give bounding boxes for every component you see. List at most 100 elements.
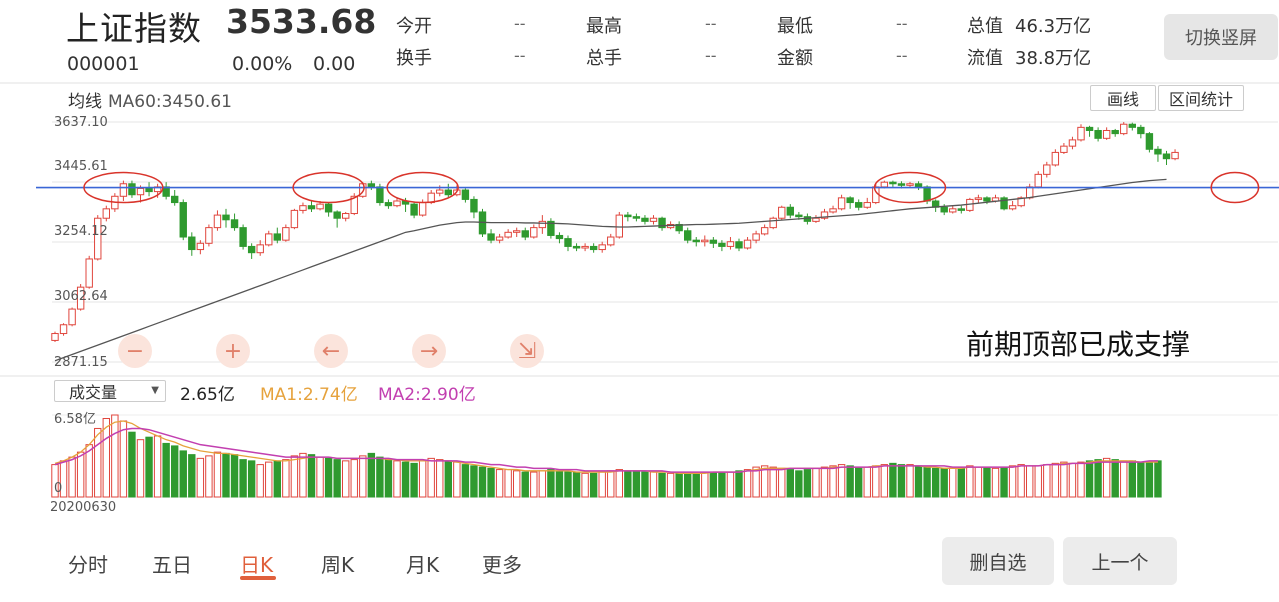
volume-bar-up	[666, 472, 675, 498]
volume-bar-down	[589, 472, 598, 498]
candle-down	[324, 203, 333, 213]
candle-up	[863, 202, 871, 208]
volume-indicator-select[interactable]: 成交量 ▼	[54, 380, 166, 402]
candle-up	[769, 217, 777, 229]
start-date: 20200630	[50, 500, 117, 515]
price-axis-label: 2871.15	[54, 355, 108, 370]
volume-bar-down	[1000, 466, 1008, 498]
open-value: --	[514, 14, 526, 33]
candle-up	[256, 244, 264, 254]
remove-watchlist-button[interactable]: 删自选	[942, 537, 1054, 585]
tab-monthly-k[interactable]: 月K	[406, 553, 440, 577]
volume-bar-up	[1120, 460, 1128, 498]
index-price: 3533.68	[226, 2, 377, 41]
volume-ma1: MA1:2.74亿	[260, 385, 358, 405]
volume-bar-down	[1085, 460, 1094, 498]
volume-bar-down	[461, 464, 470, 498]
volume-ma2: MA2:2.90亿	[378, 385, 476, 405]
volume-bar-up	[299, 452, 307, 498]
zoom-in-icon[interactable]: +	[216, 334, 250, 368]
ma-indicator-row: 均线 MA60:3450.61	[68, 87, 232, 112]
interval-stats-button[interactable]: 区间统计	[1158, 85, 1244, 111]
candle-down	[547, 220, 555, 236]
tab-intraday[interactable]: 分时	[68, 553, 108, 577]
volume-bar-up	[256, 464, 264, 498]
candle-up	[1120, 123, 1128, 135]
total-hands-label: 总手	[586, 48, 622, 69]
volume-bar-up	[991, 467, 1000, 498]
candle-down	[1137, 126, 1145, 135]
volume-bar-down	[324, 457, 333, 498]
index-code: 000001	[67, 53, 140, 75]
candle-down	[171, 195, 179, 204]
collapse-icon[interactable]: ⇲	[510, 334, 544, 368]
turnover-label: 换手	[396, 48, 432, 69]
candle-up	[436, 189, 444, 194]
candle-down	[461, 189, 470, 200]
switch-portrait-button[interactable]: 切换竖屏	[1164, 14, 1278, 60]
tab-daily-k[interactable]: 日K	[240, 553, 274, 577]
volume-bar-up	[68, 456, 76, 498]
candle-up	[598, 244, 606, 251]
candle-up	[1043, 164, 1051, 175]
candle-down	[1145, 133, 1154, 150]
turnover-value: --	[514, 46, 526, 65]
dropdown-arrow-icon: ▼	[151, 385, 159, 396]
candle-up	[282, 227, 290, 241]
candle-up	[418, 202, 427, 216]
volume-bar-down	[684, 472, 692, 498]
candle-up	[812, 217, 820, 222]
volume-bar-down	[128, 431, 136, 498]
candle-down	[624, 214, 632, 218]
candle-down	[470, 198, 478, 213]
volume-bar-down	[367, 452, 376, 498]
candle-up	[760, 227, 769, 235]
volume-bar-up	[872, 465, 880, 498]
volume-bar-down	[795, 470, 803, 498]
candle-down	[914, 183, 923, 188]
zoom-out-icon[interactable]: −	[118, 334, 152, 368]
tab-five-day[interactable]: 五日	[152, 553, 192, 577]
volume-bar-down	[940, 467, 948, 498]
price-axis-label: 3445.61	[54, 159, 108, 174]
candle-down	[564, 238, 572, 247]
volume-bar-up	[949, 467, 957, 498]
peak-circle	[873, 171, 947, 204]
volume-bar-up	[863, 466, 871, 498]
candle-down	[333, 211, 341, 219]
draw-line-button[interactable]: 画线	[1090, 85, 1156, 111]
volume-bar-down	[521, 471, 529, 498]
volume-bar-up	[974, 466, 983, 498]
candle-down	[889, 181, 897, 185]
candle-up	[726, 241, 735, 247]
candle-down	[846, 197, 854, 204]
candle-down	[786, 206, 794, 216]
tab-more[interactable]: 更多	[482, 553, 522, 577]
pan-right-icon[interactable]: →	[412, 334, 446, 368]
candle-up	[1068, 139, 1077, 147]
candle-up	[342, 213, 350, 219]
candle-up	[102, 208, 110, 219]
volume-bar-down	[247, 460, 256, 498]
candle-down	[128, 183, 136, 196]
candle-down	[444, 189, 453, 196]
volume-bar-up	[615, 469, 623, 498]
volume-bar-up	[94, 427, 102, 498]
previous-button[interactable]: 上一个	[1063, 537, 1177, 585]
tab-weekly-k[interactable]: 周K	[321, 553, 355, 577]
volume-bar-up	[1008, 465, 1017, 498]
volume-current: 2.65亿	[180, 385, 235, 405]
volume-bar-down	[735, 470, 743, 498]
candle-up	[1060, 145, 1068, 153]
volume-bar-down	[624, 470, 632, 498]
volume-bar-up	[504, 469, 512, 498]
volume-bar-up	[213, 451, 222, 498]
volume-bar-down	[1128, 460, 1136, 498]
volume-bar-down	[914, 465, 923, 498]
candle-up	[820, 211, 829, 219]
candle-up	[85, 258, 93, 288]
volume-bar-up	[393, 460, 401, 498]
volume-bar-up	[495, 469, 504, 498]
pan-left-icon[interactable]: ←	[314, 334, 348, 368]
